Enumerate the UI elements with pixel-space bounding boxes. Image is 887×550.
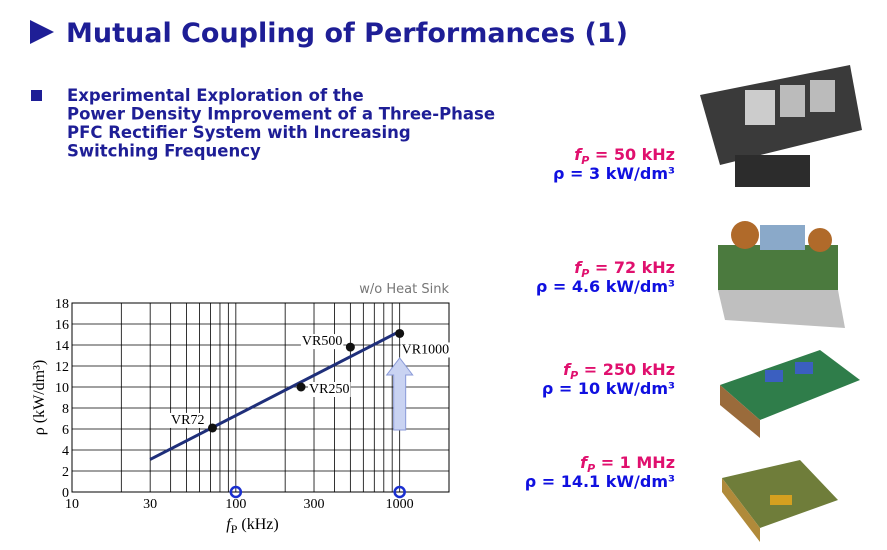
chart: 0 2 4 6 8 10 12 14 16 18 10 30 100 300 1000 ρ (kW/dm³) f… (31, 282, 451, 536)
y-tick-label: 16 (55, 318, 69, 333)
y-tick-label: 0 (62, 486, 69, 501)
x-tick-label: 100 (225, 497, 246, 512)
frequency-value: = 250 kHz (578, 360, 675, 379)
density-label: ρ = 10 kW/dm³ (542, 379, 675, 398)
fit-line (149, 330, 401, 461)
photo-1mhz (722, 460, 838, 542)
x-label-sub: P (231, 522, 238, 536)
bullet-line: Switching Frequency (67, 142, 261, 161)
point-label-bg (170, 412, 206, 428)
x-label-symbol: f (226, 516, 233, 533)
y-tick-label: 10 (55, 381, 69, 396)
plot-frame (71, 302, 450, 493)
x-label-unit: (kHz) (237, 516, 278, 533)
x-tick-label: 30 (143, 497, 157, 512)
data-point (296, 382, 306, 392)
frequency-label: fP = 72 kHz (574, 258, 675, 280)
data-point (345, 342, 355, 352)
density-label: ρ = 14.1 kW/dm³ (525, 472, 675, 491)
frequency-sub: P (587, 462, 595, 475)
frequency-marker (229, 485, 243, 499)
y-axis-label: ρ (kW/dm³) (31, 360, 48, 435)
x-tick-label: 10 (65, 497, 79, 512)
y-tick-label: 8 (62, 402, 69, 417)
y-tick-label: 12 (55, 360, 69, 375)
improvement-arrow (385, 357, 414, 431)
y-tick-label: 6 (62, 423, 69, 438)
point-label: VR1000 (402, 342, 449, 357)
y-tick-label: 14 (55, 339, 69, 354)
density-label: ρ = 4.6 kW/dm³ (536, 277, 675, 296)
frequency-sub: P (581, 267, 589, 280)
frequency-marker (393, 485, 406, 499)
y-tick-label: 2 (62, 465, 69, 480)
annotation: w/o Heat Sink (359, 282, 449, 297)
y-tick-label: 18 (55, 297, 69, 312)
photo-72khz (718, 221, 845, 328)
point-label-bg (300, 334, 344, 350)
frequency-symbol: f (574, 258, 583, 277)
x-axis-label: fP (kHz) (226, 516, 278, 536)
point-label-bg (400, 342, 451, 358)
point-label: VR500 (302, 334, 342, 349)
x-tick-label: 300 (304, 497, 325, 512)
photos (700, 65, 862, 542)
y-tick-label: 4 (62, 444, 69, 459)
frequency-symbol: f (580, 453, 589, 472)
title-arrow (30, 20, 54, 44)
point-label-bg (308, 382, 351, 397)
bullet-line: PFC Rectifier System with Increasing (67, 123, 411, 142)
frequency-value: = 1 MHz (595, 453, 675, 472)
frequency-value: = 50 kHz (589, 145, 675, 164)
frequency-label: fP = 250 kHz (563, 360, 675, 382)
frequency-symbol: f (563, 360, 572, 379)
point-label: VR72 (171, 413, 204, 428)
bullet-square (31, 90, 42, 101)
photo-50khz (700, 65, 862, 187)
frequency-label: fP = 1 MHz (580, 453, 675, 475)
point-label: VR250 (309, 382, 349, 397)
bullet-line: Power Density Improvement of a Three-Pha… (67, 105, 495, 124)
density-label: ρ = 3 kW/dm³ (553, 164, 675, 183)
data-point (207, 423, 217, 433)
bullet-line: Experimental Exploration of the (67, 86, 364, 105)
frequency-symbol: f (574, 145, 583, 164)
frequency-label: fP = 50 kHz (574, 145, 675, 167)
x-tick-label: 1000 (386, 497, 414, 512)
frequency-value: = 72 kHz (589, 258, 675, 277)
slide-title: Mutual Coupling of Performances (1) (66, 18, 628, 49)
photo-250khz (720, 350, 860, 438)
data-point (395, 328, 405, 338)
frequency-sub: P (570, 369, 578, 382)
frequency-sub: P (581, 154, 589, 167)
